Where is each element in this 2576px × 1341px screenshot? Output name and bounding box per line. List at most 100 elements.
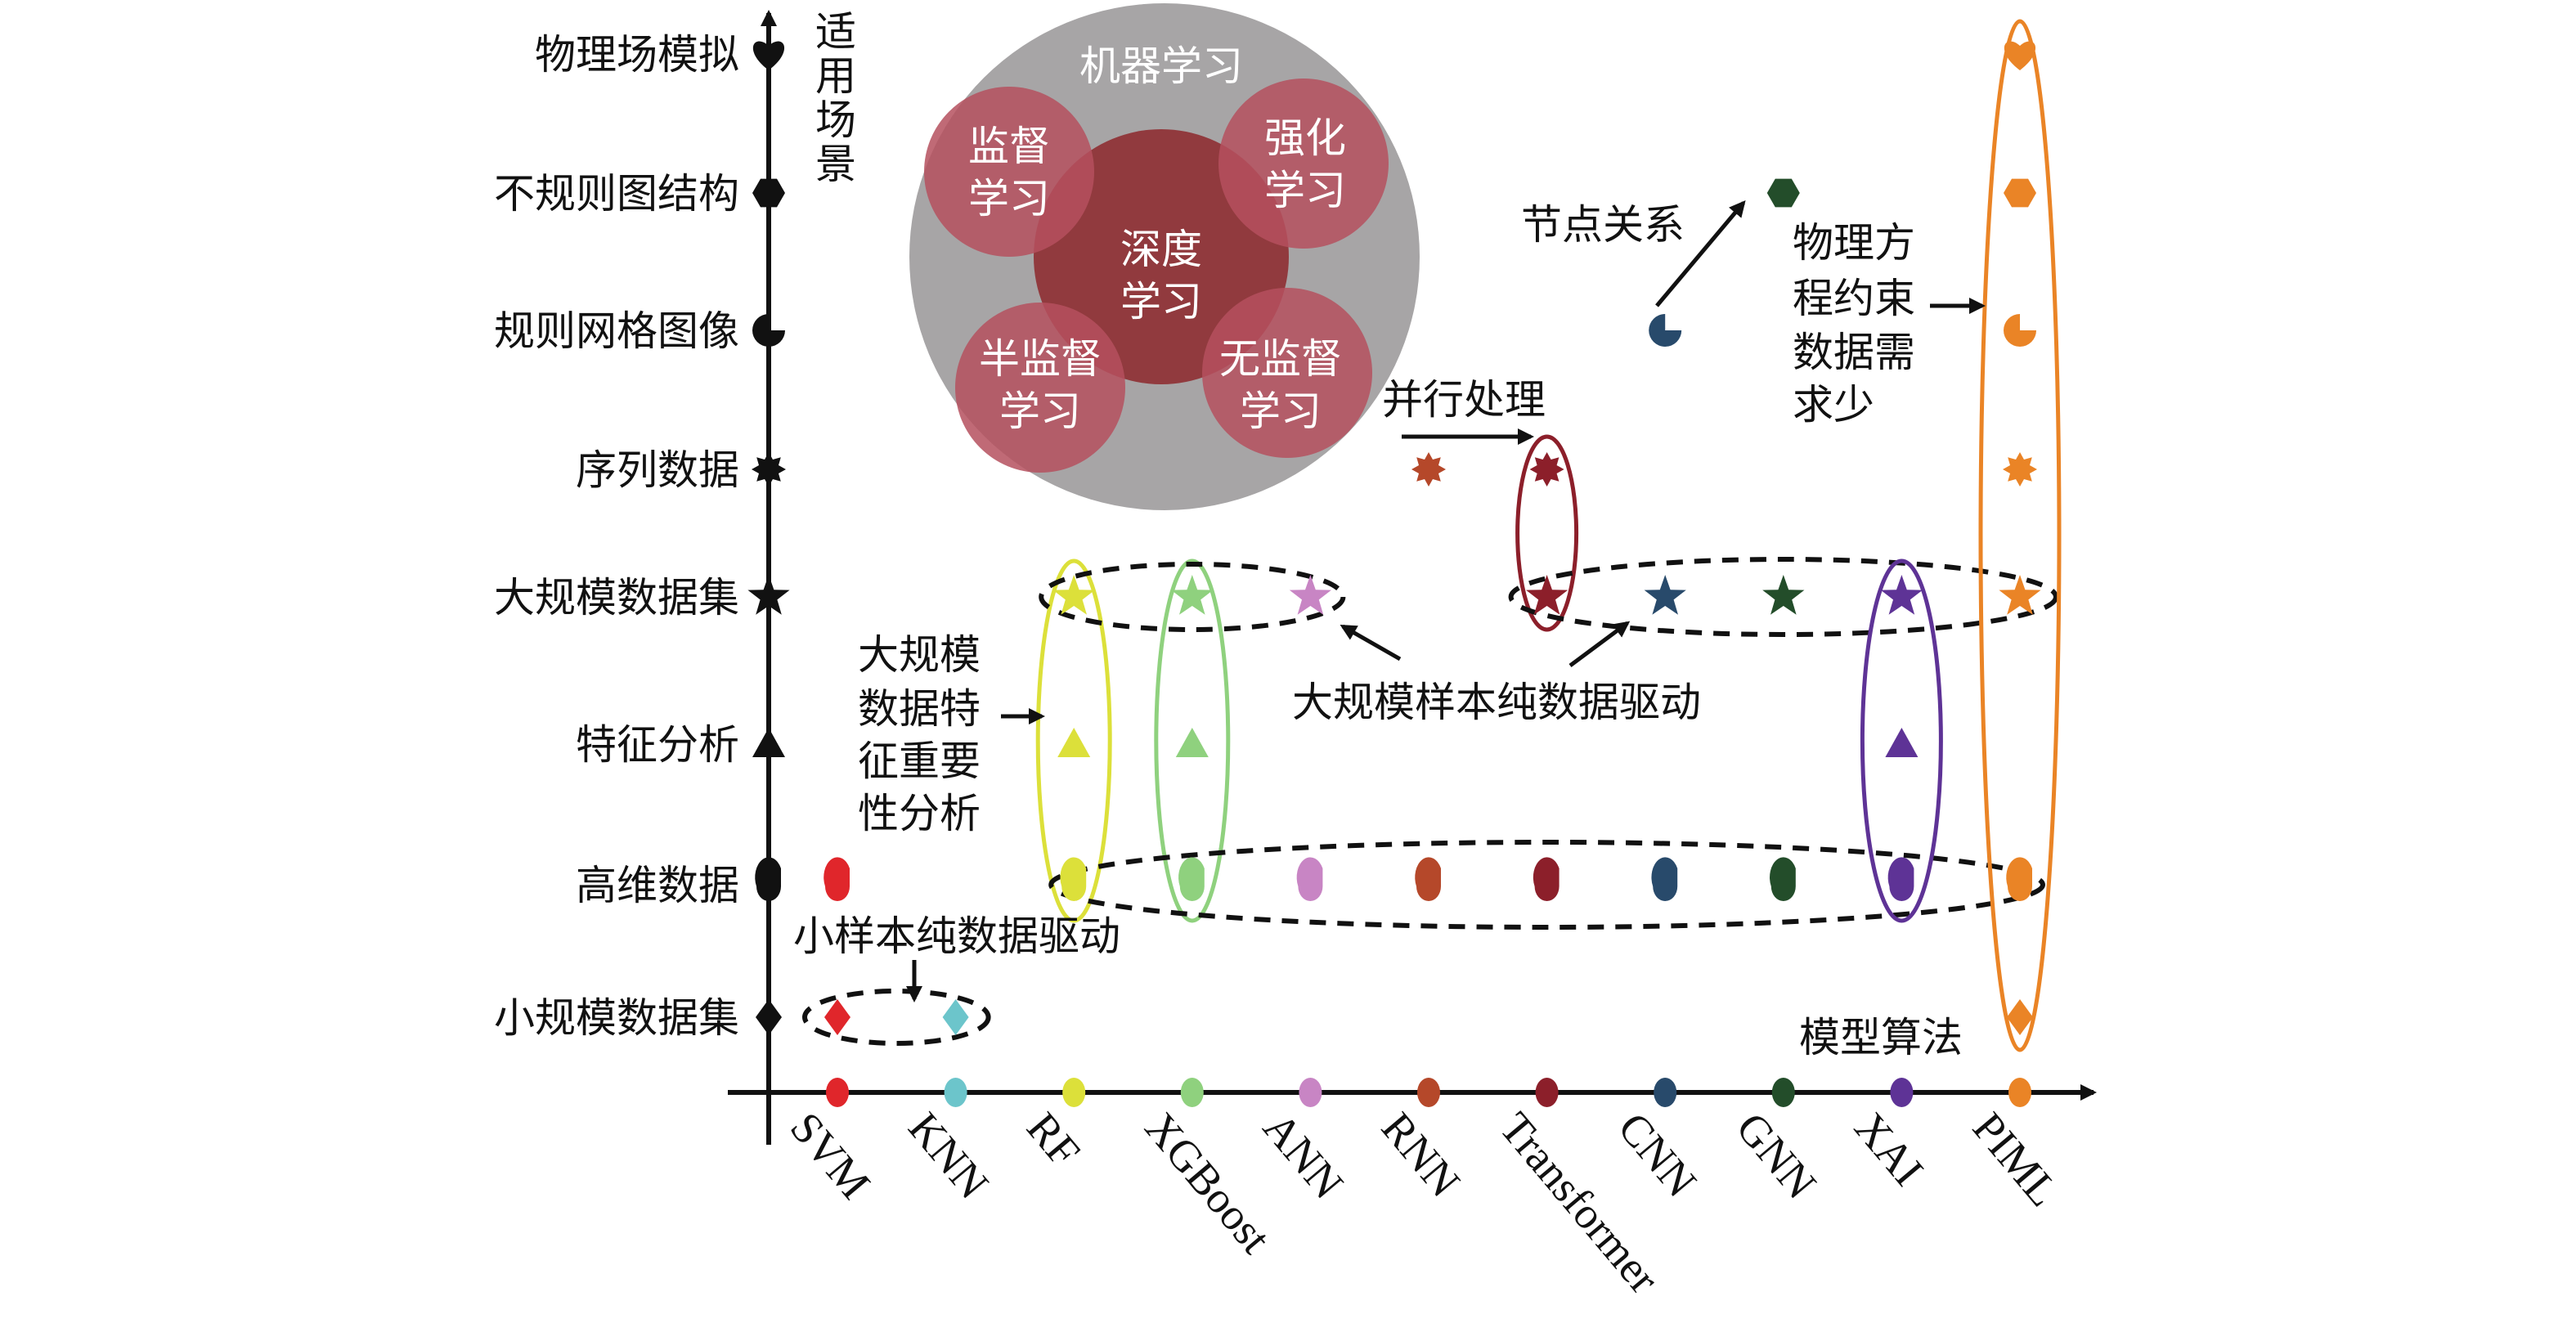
- pacman-icon: [752, 314, 785, 347]
- y-axis-title: 适用场景: [809, 10, 856, 186]
- data-point-diamond: [824, 999, 850, 1035]
- annotation-node-relation: 节点关系: [1521, 201, 1685, 249]
- venn-semi-supervised: [955, 303, 1125, 473]
- venn-reinforcement: [1218, 78, 1389, 249]
- y-tick-label: 物理场模拟: [535, 31, 739, 78]
- data-point-teardrop: [1178, 857, 1205, 901]
- y-tick-label: 高维数据: [576, 862, 739, 909]
- data-point-triangle: [1057, 728, 1091, 757]
- annotation-feature-4: 性分析: [858, 790, 981, 837]
- data-point-teardrop: [2006, 857, 2032, 901]
- x-tick-dot: [944, 1078, 967, 1107]
- annotations: 节点关系 物理方 程约束 数据需 求少 并行处理 大规模 数据特 征重要 性分析…: [793, 200, 1986, 1002]
- arrow: [1655, 200, 1746, 307]
- y-tick-label: 大规模数据集: [494, 574, 739, 621]
- data-point-teardrop: [1060, 857, 1087, 901]
- annotation-feature-2: 数据特: [858, 685, 981, 733]
- data-point-triangle: [1885, 728, 1919, 757]
- data-point-teardrop: [1533, 857, 1560, 901]
- x-tick-label: XGBoost: [1136, 1103, 1281, 1263]
- group-ellipse: [1048, 840, 2045, 930]
- ml-venn: 机器学习 深度 学习 监督 学习 强化 学习 半监督 学习 无监督 学习: [909, 3, 1420, 510]
- annotation-feature-3: 征重要: [858, 738, 981, 785]
- data-point-teardrop: [1415, 857, 1441, 901]
- venn-semi-label-1: 半监督: [979, 335, 1102, 383]
- group-ellipse: [802, 989, 991, 1046]
- annotation-physics-3: 数据需: [1793, 329, 1915, 376]
- group-ellipses: [802, 19, 2062, 1052]
- group-ellipse: [1508, 557, 2059, 637]
- group-ellipse: [1035, 558, 1112, 923]
- data-point-diamond: [2007, 999, 2033, 1035]
- x-tick-dot: [1299, 1078, 1322, 1107]
- data-point-triangle: [1175, 728, 1209, 757]
- x-tick-label: XAI: [1845, 1103, 1933, 1195]
- data-point-star5: [1880, 575, 1923, 615]
- annotation-physics-4: 求少: [1793, 381, 1874, 428]
- x-tick-label: RNN: [1372, 1103, 1470, 1206]
- data-point-star8: [1411, 452, 1446, 487]
- data-point-star5: [1526, 575, 1568, 615]
- venn-supervised-label-1: 监督: [968, 123, 1050, 170]
- heart-icon: [752, 41, 785, 70]
- x-tick-dot: [1417, 1078, 1440, 1107]
- x-tick-label: PIML: [1963, 1103, 2069, 1215]
- x-tick-label: KNN: [899, 1103, 998, 1208]
- annotation-physics-2: 程约束: [1793, 275, 1915, 322]
- data-point-star5: [1052, 575, 1095, 615]
- x-axis-title: 模型算法: [1799, 1014, 1963, 1061]
- y-tick-label: 序列数据: [576, 446, 739, 494]
- data-point-star5: [1644, 575, 1686, 615]
- x-tick-dot: [1771, 1078, 1795, 1107]
- x-tick-dot: [826, 1078, 849, 1107]
- y-tick-label: 小规模数据集: [494, 994, 739, 1042]
- data-point-star5: [1999, 575, 2041, 615]
- diamond-icon: [756, 999, 782, 1035]
- annotation-feature-1: 大规模: [858, 631, 981, 679]
- data-point-teardrop: [1887, 857, 1914, 901]
- group-ellipse: [1515, 434, 1579, 632]
- group-ellipse: [1978, 19, 2062, 1052]
- venn-outer-label: 机器学习: [1079, 43, 1243, 90]
- venn-unsupervised-label-2: 学习: [1240, 388, 1322, 435]
- annotation-small-sample: 小样本纯数据驱动: [793, 913, 1120, 960]
- venn-unsupervised: [1202, 288, 1372, 458]
- data-point-pacman: [1649, 314, 1682, 347]
- y-tick-label: 规则网格图像: [494, 307, 739, 355]
- data-point-star8: [2003, 452, 2037, 487]
- x-tick-label: SVM: [781, 1103, 880, 1208]
- data-point-diamond: [942, 999, 969, 1035]
- data-point-teardrop: [824, 857, 850, 901]
- data-point-star5: [1762, 575, 1805, 615]
- venn-supervised: [924, 87, 1094, 257]
- arrow: [1340, 624, 1402, 662]
- y-tick-label: 特征分析: [576, 721, 739, 769]
- data-point-heart: [2004, 41, 2036, 70]
- data-point-teardrop: [1296, 857, 1323, 901]
- data-point-hexagon: [1766, 178, 1800, 208]
- x-tick-label: ANN: [1254, 1103, 1353, 1208]
- hexagon-icon: [752, 178, 785, 208]
- x-tick-label: RF: [1017, 1103, 1089, 1176]
- star8-icon: [752, 452, 786, 487]
- venn-semi-label-2: 学习: [999, 388, 1081, 435]
- data-point-hexagon: [2004, 178, 2036, 208]
- x-tick-dot: [1890, 1078, 1914, 1107]
- group-ellipse: [1154, 558, 1231, 923]
- data-point-pacman: [2004, 314, 2036, 347]
- star5-icon: [747, 575, 790, 615]
- arrow: [1568, 621, 1631, 668]
- venn-center-label-2: 学习: [1120, 278, 1202, 325]
- data-point-star5: [1289, 575, 1331, 615]
- y-tick-label: 不规则图结构: [494, 170, 739, 218]
- triangle-icon: [752, 728, 785, 757]
- x-tick-dot: [1535, 1078, 1559, 1107]
- venn-supervised-label-2: 学习: [968, 175, 1050, 222]
- annotation-large-sample: 大规模样本纯数据驱动: [1292, 679, 1701, 726]
- data-point-star5: [1171, 575, 1214, 615]
- annotation-physics-1: 物理方: [1793, 219, 1915, 267]
- venn-unsupervised-label-1: 无监督: [1219, 335, 1342, 383]
- data-point-teardrop: [1770, 857, 1796, 901]
- teardrop-icon: [755, 857, 781, 901]
